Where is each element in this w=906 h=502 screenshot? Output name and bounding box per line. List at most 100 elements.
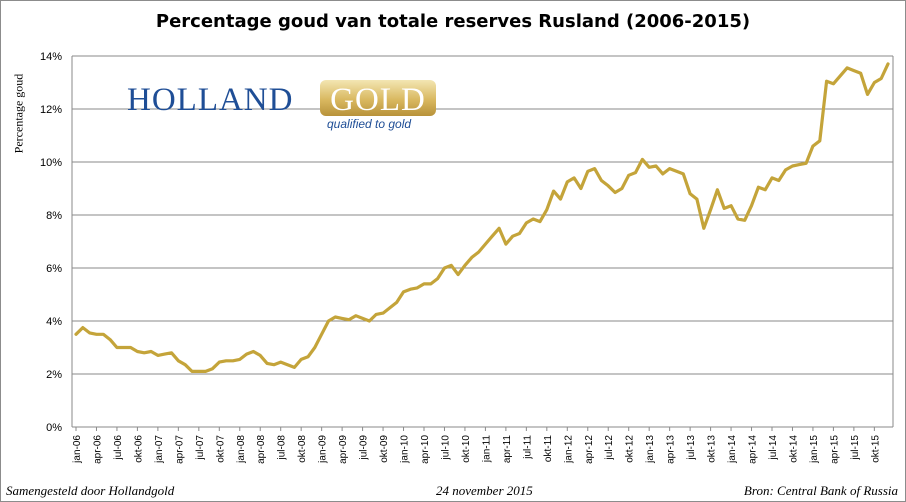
data-point	[136, 350, 139, 353]
data-point	[750, 204, 753, 207]
x-tick-label: okt-14	[788, 435, 799, 463]
data-point	[197, 370, 201, 373]
data-point	[204, 370, 207, 373]
footer-compiled-by: Samengesteld door Hollandgold	[6, 483, 175, 498]
data-point	[443, 266, 446, 270]
x-tick-label: okt-12	[625, 435, 636, 463]
data-point	[327, 319, 330, 323]
y-tick-label: 10%	[40, 157, 62, 169]
data-point	[450, 264, 453, 267]
hollandgold-logo: HOLLAND GOLD qualified to gold	[127, 80, 439, 132]
data-point	[149, 350, 153, 353]
data-point	[183, 363, 187, 366]
data-point	[852, 69, 856, 72]
data-point	[811, 144, 815, 148]
data-point	[402, 290, 405, 294]
data-point	[259, 354, 262, 357]
data-point	[552, 189, 555, 193]
data-point	[252, 350, 255, 353]
data-point	[702, 227, 705, 230]
data-point	[538, 220, 542, 223]
x-tick-label: okt-07	[215, 435, 226, 463]
data-point	[654, 164, 658, 168]
footer-date: 24 november 2015	[436, 483, 533, 498]
data-point	[859, 72, 862, 75]
y-tick-label: 12%	[40, 104, 62, 116]
data-point	[224, 359, 228, 362]
data-point	[190, 370, 194, 373]
data-point	[238, 358, 241, 361]
data-point	[784, 168, 787, 172]
x-tick-label: jul-12	[604, 435, 615, 461]
data-point	[600, 179, 603, 182]
data-point	[559, 197, 562, 201]
data-point	[511, 235, 514, 238]
data-point	[265, 362, 269, 365]
data-point	[634, 171, 637, 174]
x-tick-label: jan-06	[72, 435, 83, 464]
data-point	[334, 315, 337, 319]
data-point	[682, 172, 685, 176]
data-point	[723, 207, 726, 210]
data-point	[361, 317, 364, 320]
data-point	[873, 81, 876, 84]
y-tick-labels: 0% 2% 4% 6% 8% 10% 12% 14%	[40, 51, 62, 434]
data-point	[886, 62, 890, 66]
x-tick-labels: jan-06 apr-06 jul-06 okt-06 jan-07 apr-07 jul-…	[72, 435, 881, 464]
x-tick-label: okt-06	[133, 435, 144, 463]
data-point	[115, 346, 119, 349]
data-point	[695, 197, 699, 201]
x-tick-label: jul-11	[522, 435, 533, 460]
x-tick-label: jul-08	[277, 435, 288, 461]
data-point	[320, 333, 323, 336]
data-point	[340, 317, 344, 320]
x-tick-label: jan-09	[318, 435, 329, 464]
data-point	[456, 273, 460, 276]
data-point	[832, 82, 835, 86]
data-point	[409, 288, 412, 291]
x-tick-label: okt-08	[297, 435, 308, 463]
data-point	[388, 306, 392, 309]
data-point	[818, 139, 821, 142]
data-point	[566, 180, 569, 184]
data-point	[422, 282, 426, 286]
data-point	[641, 158, 644, 161]
data-point	[729, 204, 733, 207]
data-point	[879, 77, 883, 80]
data-point	[272, 363, 276, 366]
data-point	[572, 176, 576, 180]
data-point	[170, 351, 173, 354]
data-point	[647, 166, 651, 169]
data-point	[675, 170, 678, 173]
data-point	[716, 188, 719, 192]
data-point	[709, 208, 712, 211]
x-tick-label: jul-06	[113, 435, 124, 461]
y-tick-label: 14%	[40, 51, 62, 63]
data-point	[484, 242, 487, 246]
axes	[71, 56, 894, 431]
data-point	[245, 352, 248, 356]
data-point	[607, 184, 610, 188]
data-point	[74, 333, 78, 336]
data-point	[763, 188, 767, 192]
data-point	[586, 170, 589, 173]
data-point	[122, 346, 125, 349]
x-tick-label: jan-08	[236, 435, 247, 464]
x-tick-label: apr-14	[748, 435, 759, 464]
data-point	[477, 250, 480, 254]
data-point	[866, 93, 869, 96]
data-point	[504, 242, 508, 246]
data-point	[354, 314, 357, 317]
data-point	[579, 187, 583, 190]
x-tick-label: jul-07	[195, 435, 206, 461]
logo-tagline: qualified to gold	[327, 117, 412, 131]
x-tick-label: jan-14	[727, 435, 738, 464]
x-tick-label: okt-11	[543, 435, 554, 462]
data-point	[156, 354, 160, 357]
data-point	[81, 326, 85, 329]
data-point	[688, 192, 692, 195]
series-line	[74, 62, 890, 373]
x-tick-label: jan-10	[400, 435, 411, 464]
data-point	[108, 338, 112, 341]
